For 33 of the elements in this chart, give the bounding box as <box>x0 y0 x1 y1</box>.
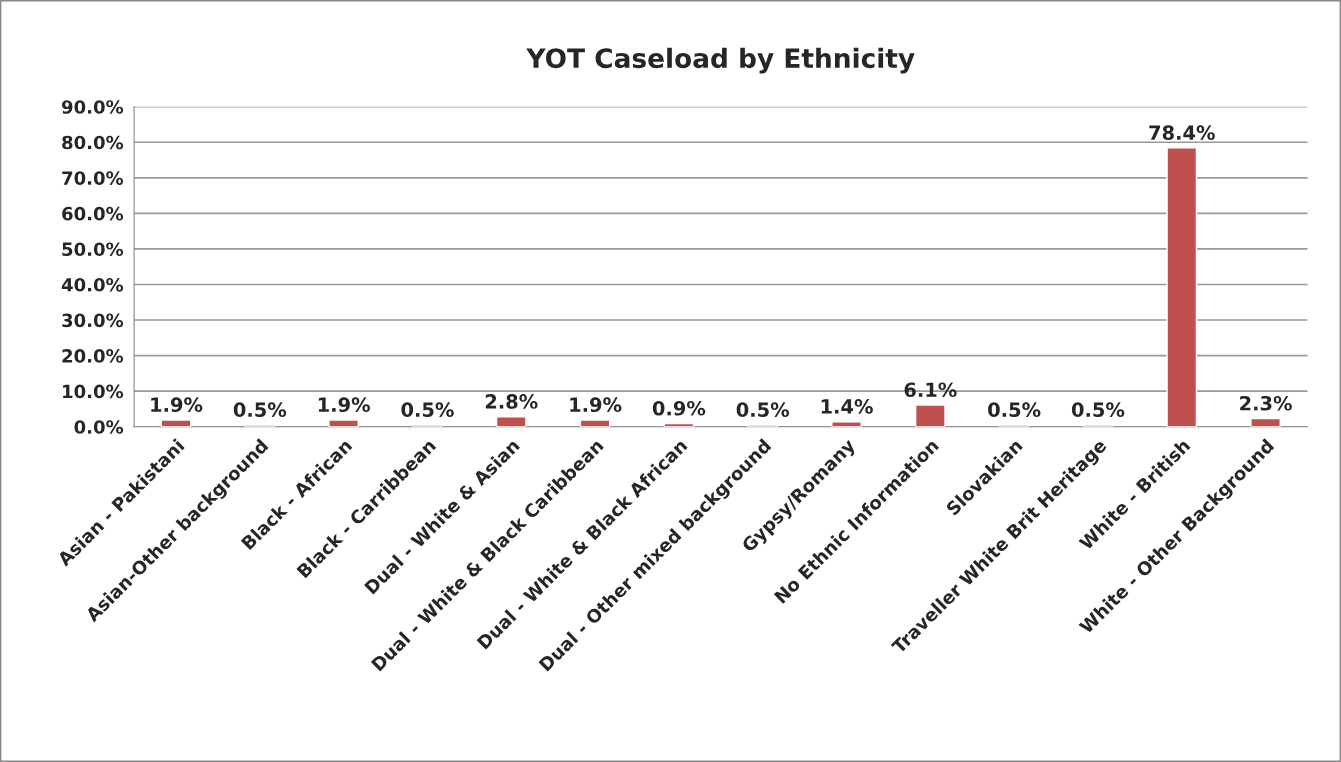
bar <box>160 419 192 427</box>
y-tick-label: 70.0% <box>62 171 124 185</box>
y-tick-label: 60.0% <box>62 206 124 221</box>
data-label: 0.5% <box>233 402 287 418</box>
y-tick-label: 90.0% <box>61 100 124 114</box>
bar <box>1250 417 1281 427</box>
bar <box>495 416 527 427</box>
bar <box>831 421 862 427</box>
data-label: 2.8% <box>485 394 538 409</box>
y-tick-label: 50.0% <box>62 242 124 257</box>
data-label: 0.5% <box>736 402 790 418</box>
data-label: 1.9% <box>318 397 370 413</box>
bar <box>1166 147 1198 427</box>
data-label: 1.4% <box>821 399 873 414</box>
data-label: 0.5% <box>401 402 454 418</box>
y-tick-label: 40.0% <box>61 277 124 292</box>
data-label: 0.5% <box>988 402 1041 418</box>
data-label: 78.4% <box>1149 125 1215 140</box>
y-tick-label: 20.0% <box>62 349 124 363</box>
data-label: 0.9% <box>652 400 706 416</box>
y-tick-label: 80.0% <box>62 135 124 150</box>
bar <box>328 419 359 427</box>
data-label: 2.3% <box>1240 395 1292 411</box>
chart-title: YOT Caseload by Ethnicity <box>526 47 915 74</box>
bar <box>914 404 946 427</box>
data-label: 6.1% <box>904 382 957 398</box>
data-label: 0.5% <box>1071 402 1125 418</box>
bar <box>579 419 611 427</box>
data-label: 1.9% <box>151 397 203 413</box>
data-label: 1.9% <box>570 397 622 413</box>
y-tick-label: 0.0% <box>74 420 124 434</box>
y-tick-label: 10.0% <box>63 384 124 399</box>
y-tick-label: 30.0% <box>62 313 124 328</box>
